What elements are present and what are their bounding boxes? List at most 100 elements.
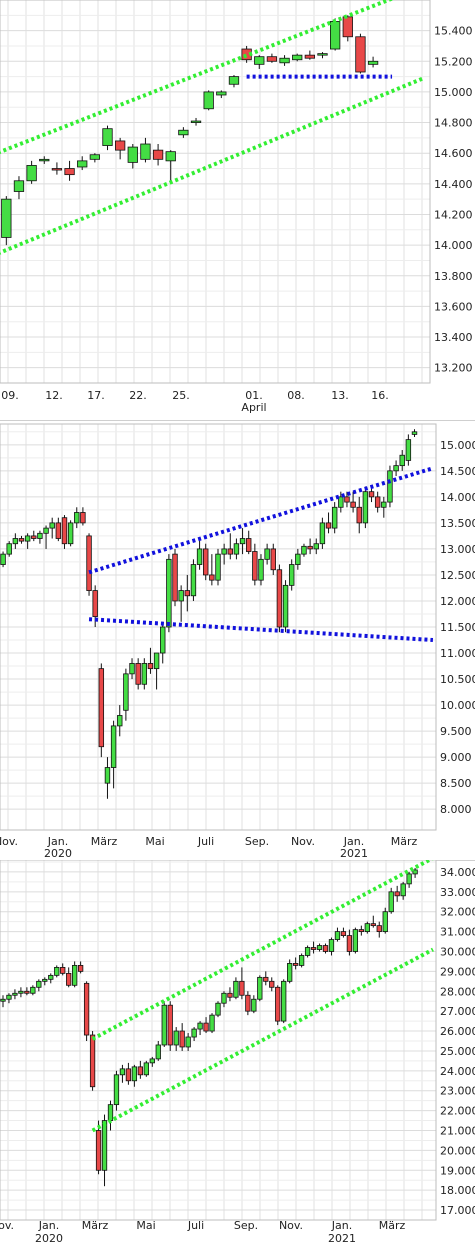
candle-up [12,989,18,1000]
candle-body [252,551,258,581]
candle-down [310,941,317,954]
candle-down [135,658,141,690]
candle-up [412,867,418,878]
candle-body [233,543,240,555]
x-tick-label: Jan. [38,1219,59,1232]
y-tick-label: 8.500 [440,777,472,790]
candle-body [387,470,393,503]
candle-body [400,883,406,897]
x-tick-label: Nov. [0,835,18,848]
candle-body [209,574,215,581]
chart-panel-1: 13.200 13.400 13.600 13.800 14.000 14.200 14.4… [0,0,475,420]
y-tick-label: 13.500 [440,517,475,530]
candle-up [178,585,184,622]
y-tick-label: 32.000 [440,906,475,919]
y-tick-label: 15.200 [434,55,473,68]
candle-up [258,554,264,586]
candle-down [270,543,276,575]
candle-down [227,987,233,1002]
candle-body [129,663,135,675]
candle-down [172,548,178,607]
candle-body [167,1004,173,1046]
y-tick-label: 27.000 [440,1005,475,1018]
candle-down [252,543,258,586]
candle-down [374,491,381,513]
candle-up [143,1060,149,1077]
candle-down [276,564,283,633]
candle-up [191,1027,197,1041]
y-tick-label: 8.000 [440,803,472,816]
x-tick-label: 08. [287,389,305,402]
candle-down [86,533,92,596]
candle-up [295,548,301,570]
candle-body [279,57,290,64]
candle-body [221,548,227,555]
candle-up [74,507,80,529]
candle-down [203,1017,209,1034]
candle-body [356,506,362,524]
candle-up [160,621,166,664]
candle-up [292,53,303,62]
candle-up [54,965,60,978]
candle-body [287,963,293,982]
candle-down [304,50,315,60]
candle-up [316,943,323,952]
candle-body [355,36,366,73]
candle-body [394,891,400,897]
candle-body [92,590,98,617]
candle-down [115,137,126,160]
candle-body [228,76,240,85]
candle-up [39,156,50,164]
y-tick-label: 24.000 [440,1065,475,1078]
candle-body [172,553,178,602]
candle-body [190,120,202,123]
y-tick-label: 14.800 [434,117,473,130]
candle-down [18,535,25,544]
candle-body [31,535,37,539]
candle-body [173,1030,179,1046]
candle-up [140,137,151,163]
candle-body [49,522,55,529]
candle-up [161,1001,167,1047]
candle-body [18,538,25,542]
candle-body [227,992,233,998]
candle-up [400,881,406,900]
candle-body [368,491,375,498]
y-tick-label: 13.200 [434,362,473,375]
candle-body [319,522,326,545]
candle-down [77,961,84,974]
candle-body [61,517,68,545]
candlestick-chart-3: 17.000 18.000 19.000 20.000 21.000 22.000 23.0… [0,856,475,1245]
candle-down [125,1062,132,1085]
y-tick-label: 14.600 [434,147,473,160]
y-tick-label: 14.400 [434,178,473,191]
candle-body [257,976,263,1000]
candle-down [269,977,275,992]
candle-down [275,985,281,1026]
candle-down [66,967,72,988]
candle-body [203,1022,209,1032]
candle-body [376,925,382,933]
candle-body [26,165,37,182]
candle-body [269,980,275,988]
x-tick-label: Nov. [291,835,315,848]
candle-body [83,982,90,1036]
candle-up [298,953,305,968]
candle-up [72,961,78,988]
y-tick-label: 18.000 [440,1184,475,1197]
candle-up [13,176,25,200]
candle-up [190,117,202,126]
candle-body [51,168,63,171]
candle-up [233,977,239,1000]
y-tick-label: 30.000 [440,945,475,958]
candle-up [209,1013,215,1034]
candle-up [6,541,12,557]
x-tick-sublabel: 2021 [328,1232,356,1245]
x-tick-label: März [91,835,118,848]
candle-down [293,957,299,970]
candle-up [352,927,359,954]
candle-down [64,160,75,181]
candle-body [346,935,353,952]
candle-body [203,548,209,576]
candle-down [350,491,356,513]
